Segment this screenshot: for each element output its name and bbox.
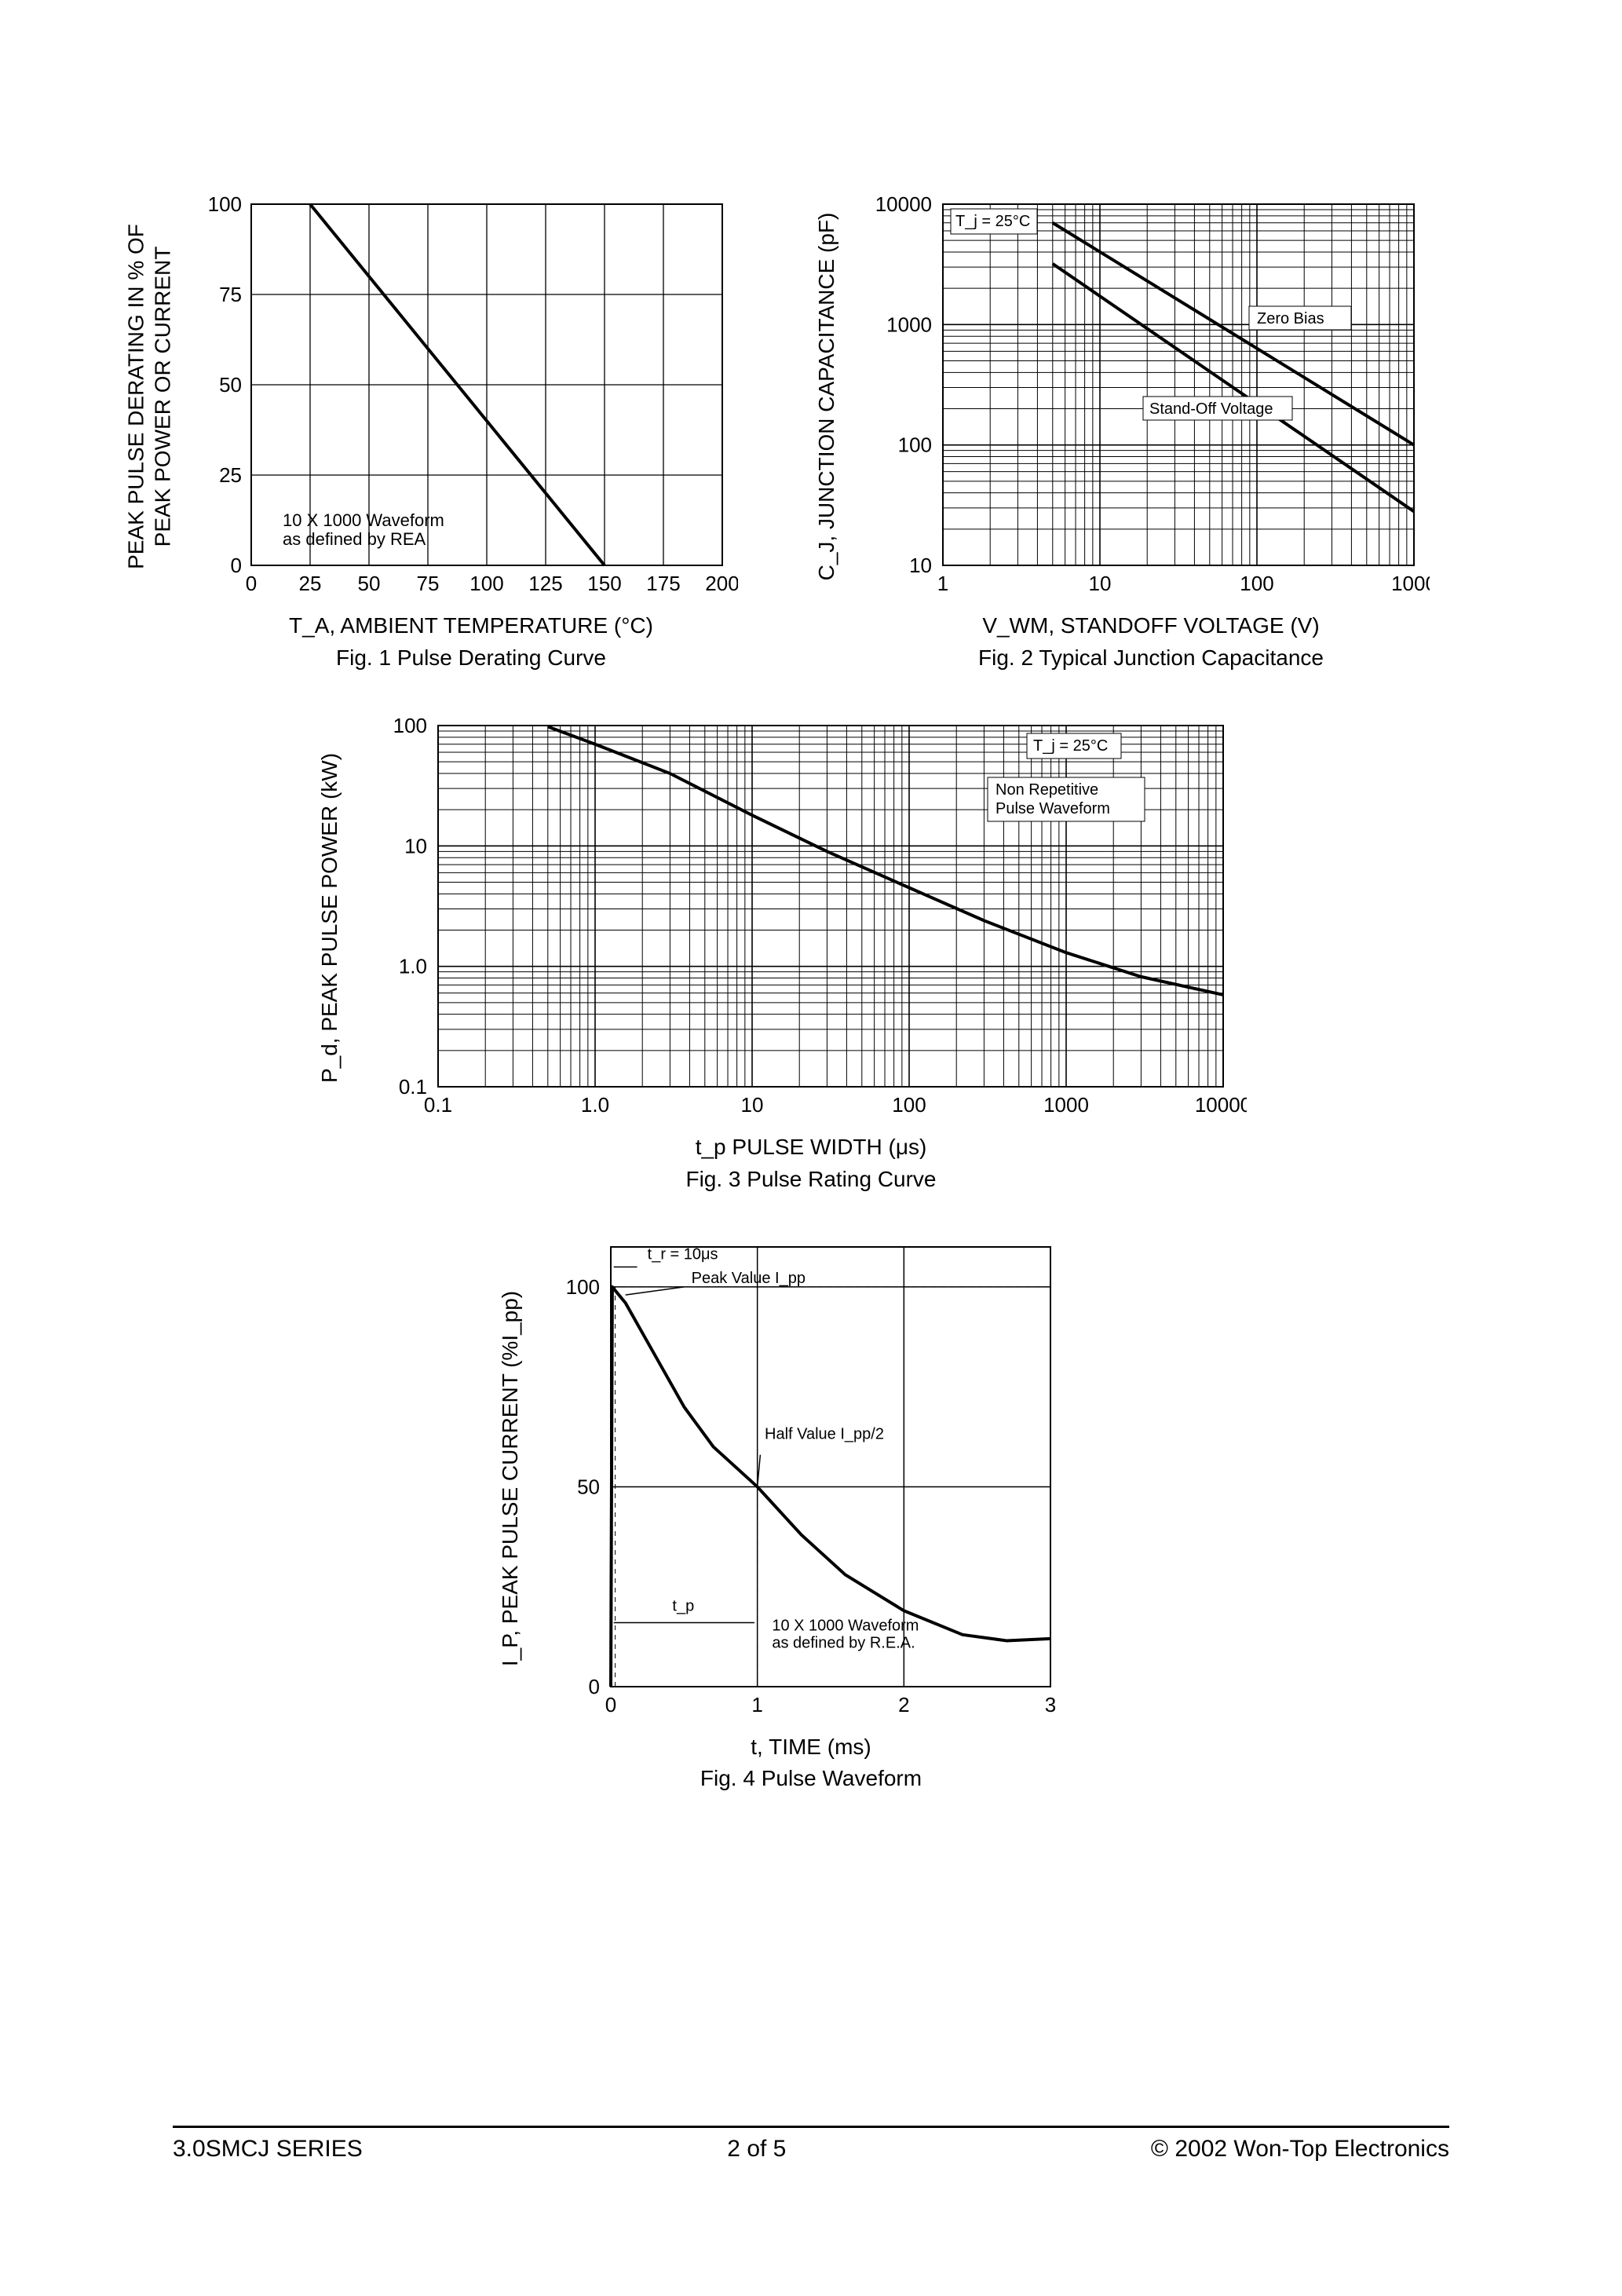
svg-text:as defined by REA: as defined by REA — [283, 529, 426, 549]
svg-text:100: 100 — [892, 1093, 926, 1117]
svg-text:150: 150 — [587, 572, 621, 595]
svg-text:125: 125 — [528, 572, 562, 595]
fig1-ylabel-l1: PEAK PULSE DERATING IN % OF — [123, 224, 148, 569]
fig1-svg: 0 25 50 75 100 125 150 175 200 0 25 50 75 100 10 X 100… — [204, 196, 738, 597]
footer-page-number: 2 of 5 — [727, 2136, 786, 2163]
svg-text:100: 100 — [1240, 572, 1273, 595]
svg-text:10 X 1000 Waveform: 10 X 1000 Waveform — [772, 1617, 919, 1634]
svg-text:0.1: 0.1 — [424, 1093, 452, 1117]
svg-text:0: 0 — [605, 1693, 616, 1717]
svg-text:1: 1 — [751, 1693, 762, 1717]
svg-text:10000: 10000 — [875, 196, 932, 216]
fig3-chart-area: P_d, PEAK PULSE POWER (kW) 0.11.01010010… — [375, 718, 1247, 1118]
chart-row-2: P_d, PEAK PULSE POWER (kW) 0.1 1.0 10 100 10… — [173, 718, 1449, 1192]
footer-series: 3.0SMCJ SERIES — [173, 2136, 363, 2163]
fig2-chart-area: C_J, JUNCTION CAPACITANCE (pF) 110100100… — [872, 196, 1430, 597]
svg-text:1000: 1000 — [1043, 1093, 1089, 1117]
svg-text:3: 3 — [1045, 1693, 1056, 1717]
svg-text:100: 100 — [208, 196, 242, 216]
svg-text:1: 1 — [937, 572, 948, 595]
svg-text:T_j = 25°C: T_j = 25°C — [955, 213, 1030, 230]
svg-text:25: 25 — [219, 463, 242, 487]
svg-text:Non Repetitive: Non Repetitive — [995, 781, 1098, 799]
svg-text:0: 0 — [246, 572, 257, 595]
svg-text:0: 0 — [231, 554, 242, 577]
fig2-ylabel: C_J, JUNCTION CAPACITANCE (pF) — [814, 213, 839, 581]
fig3-ylabel: P_d, PEAK PULSE POWER (kW) — [317, 753, 342, 1083]
fig1-title: Fig. 1 Pulse Derating Curve — [336, 645, 606, 671]
svg-text:as defined by R.E.A.: as defined by R.E.A. — [772, 1634, 915, 1651]
page-footer: 3.0SMCJ SERIES 2 of 5 © 2002 Won-Top Ele… — [173, 2126, 1449, 2163]
fig3-title: Fig. 3 Pulse Rating Curve — [685, 1167, 936, 1192]
fig4-xlabel: t, TIME (ms) — [751, 1732, 871, 1762]
svg-text:Pulse Waveform: Pulse Waveform — [995, 800, 1110, 817]
svg-text:100: 100 — [469, 572, 503, 595]
svg-text:75: 75 — [417, 572, 440, 595]
svg-text:200: 200 — [705, 572, 738, 595]
fig4-svg: 0 1 2 3 0 50 100 t_r = 10μs Peak Value I_pp Half … — [556, 1239, 1066, 1718]
fig3-svg: 0.1 1.0 10 100 1000 10000 0.1 1.0 10 100 T_j = 25°… — [375, 718, 1247, 1118]
fig1-ylabel-l2: PEAK POWER OR CURRENT — [150, 247, 174, 547]
svg-text:Peak Value I_pp: Peak Value I_pp — [692, 1269, 806, 1286]
chart-row-1: PEAK PULSE DERATING IN % OF PEAK POWER O… — [173, 196, 1449, 671]
svg-text:t_p: t_p — [672, 1597, 694, 1614]
svg-text:50: 50 — [577, 1475, 600, 1498]
svg-text:10 X 1000 Waveform: 10 X 1000 Waveform — [283, 510, 444, 530]
fig1-xlabel: T_A, AMBIENT TEMPERATURE (°C) — [289, 611, 653, 641]
fig4-block: I_P, PEAK PULSE CURRENT (%I_pp) 01230501… — [536, 1239, 1086, 1792]
chart-row-3: I_P, PEAK PULSE CURRENT (%I_pp) 0 1 2 3 0 50 1… — [173, 1239, 1449, 1792]
svg-text:10: 10 — [1089, 572, 1112, 595]
fig1-ylabel: PEAK PULSE DERATING IN % OF PEAK POWER O… — [122, 224, 175, 569]
svg-text:100: 100 — [566, 1275, 600, 1299]
svg-text:1000: 1000 — [1391, 572, 1430, 595]
svg-text:Stand-Off Voltage: Stand-Off Voltage — [1149, 400, 1273, 418]
svg-text:10: 10 — [404, 834, 427, 857]
svg-text:1000: 1000 — [886, 313, 932, 336]
footer-copyright: © 2002 Won-Top Electronics — [1151, 2136, 1449, 2163]
fig2-title: Fig. 2 Typical Junction Capacitance — [978, 645, 1324, 671]
datasheet-page: PEAK PULSE DERATING IN % OF PEAK POWER O… — [0, 0, 1622, 2296]
svg-text:1.0: 1.0 — [399, 954, 427, 978]
svg-text:10: 10 — [741, 1093, 764, 1117]
svg-text:Half Value I_pp/2: Half Value I_pp/2 — [765, 1425, 884, 1442]
svg-text:100: 100 — [898, 433, 932, 457]
fig2-svg: 110100100010100100010000T_j = 25°CZero B… — [872, 196, 1430, 597]
svg-text:50: 50 — [219, 373, 242, 397]
fig4-title: Fig. 4 Pulse Waveform — [700, 1766, 922, 1791]
svg-text:2: 2 — [898, 1693, 909, 1717]
fig1-chart-area: PEAK PULSE DERATING IN % OF PEAK POWER O… — [204, 196, 738, 597]
svg-text:0: 0 — [589, 1675, 600, 1698]
fig4-chart-area: I_P, PEAK PULSE CURRENT (%I_pp) 01230501… — [556, 1239, 1066, 1718]
svg-text:10000: 10000 — [1195, 1093, 1247, 1117]
fig3-xlabel: t_p PULSE WIDTH (μs) — [696, 1132, 927, 1162]
svg-text:50: 50 — [358, 572, 381, 595]
fig3-block: P_d, PEAK PULSE POWER (kW) 0.11.01010010… — [363, 718, 1259, 1192]
svg-text:10: 10 — [909, 554, 932, 577]
svg-text:t_r = 10μs: t_r = 10μs — [648, 1245, 718, 1263]
fig2-xlabel: V_WM, STANDOFF VOLTAGE (V) — [982, 611, 1319, 641]
svg-text:Zero Bias: Zero Bias — [1257, 310, 1324, 327]
svg-text:T_j = 25°C: T_j = 25°C — [1033, 737, 1108, 755]
svg-text:25: 25 — [299, 572, 322, 595]
svg-text:75: 75 — [219, 283, 242, 306]
fig1-block: PEAK PULSE DERATING IN % OF PEAK POWER O… — [173, 196, 769, 671]
svg-text:1.0: 1.0 — [581, 1093, 609, 1117]
fig2-block: C_J, JUNCTION CAPACITANCE (pF) 110100100… — [853, 196, 1449, 671]
svg-text:0.1: 0.1 — [399, 1075, 427, 1099]
svg-text:175: 175 — [646, 572, 680, 595]
fig4-ylabel: I_P, PEAK PULSE CURRENT (%I_pp) — [498, 1290, 523, 1665]
svg-text:100: 100 — [393, 718, 427, 737]
